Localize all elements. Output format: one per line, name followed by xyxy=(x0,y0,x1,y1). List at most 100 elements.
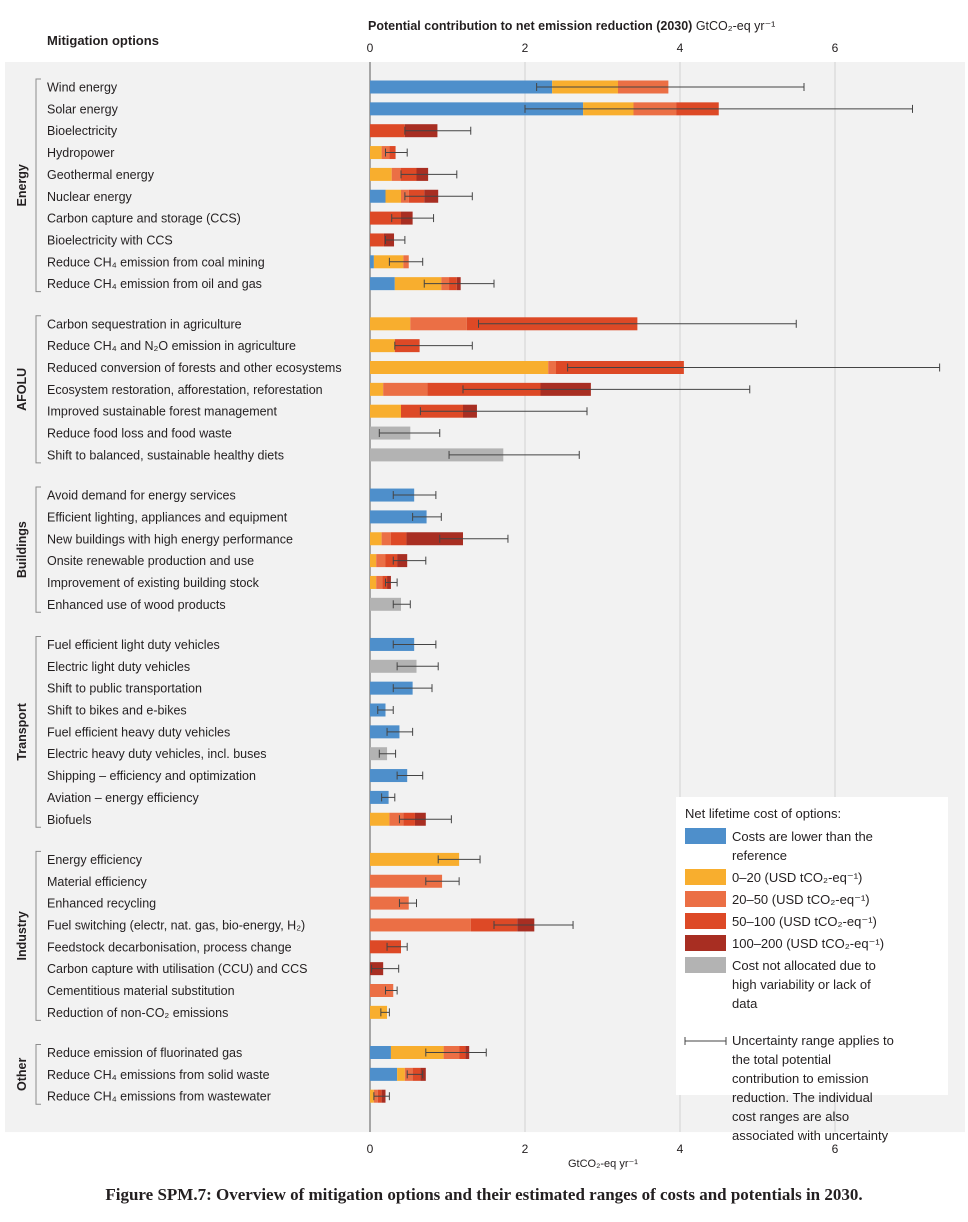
option-label: Hydropower xyxy=(47,146,114,160)
option-label: Reduce CH₄ emission from coal mining xyxy=(47,255,265,269)
sector-bracket xyxy=(35,635,41,828)
bar-segment-c20 xyxy=(390,1046,444,1059)
sector-label: Buildings xyxy=(15,521,29,578)
option-label: Biofuels xyxy=(47,813,91,827)
sector-bracket xyxy=(35,78,41,293)
option-label: Reduce CH₄ and N₂O emission in agricultu… xyxy=(47,339,296,353)
bar-segment-c20 xyxy=(370,532,382,546)
option-label: Efficient lighting, appliances and equip… xyxy=(47,510,288,524)
bar-segment-c20 xyxy=(385,189,401,203)
option-label: Reduce CH₄ emission from oil and gas xyxy=(47,277,262,291)
bar-segment-c50 xyxy=(381,532,391,546)
bar-segment-neg xyxy=(370,277,395,291)
option-label: Fuel efficient light duty vehicles xyxy=(47,638,220,652)
bar-segment-na xyxy=(370,448,504,462)
bar-segment-c100 xyxy=(370,233,384,247)
bar-segment-neg xyxy=(370,80,553,94)
option-label: Wind energy xyxy=(47,81,118,95)
sector-bracket xyxy=(35,486,41,613)
x-tick-label-bottom: 2 xyxy=(522,1142,529,1156)
legend-label-c200: 100–200 (USD tCO₂-eq⁻¹) xyxy=(732,936,884,951)
x-tick-label-top: 4 xyxy=(677,41,684,55)
option-label: Material efficiency xyxy=(47,875,148,889)
option-label: Electric heavy duty vehicles, incl. buse… xyxy=(47,747,267,761)
bar-segment-c50 xyxy=(548,361,556,374)
bar-segment-neg xyxy=(370,102,584,116)
option-label: Shift to balanced, sustainable healthy d… xyxy=(47,448,284,462)
option-label: Avoid demand for energy services xyxy=(47,489,236,503)
bar-segment-c20 xyxy=(370,812,390,826)
sector-label: Industry xyxy=(15,911,29,960)
bar-segment-c50 xyxy=(376,575,383,589)
option-label: Shift to bikes and e-bikes xyxy=(47,704,187,718)
option-label: Nuclear energy xyxy=(47,190,133,204)
bar-segment-c50 xyxy=(383,382,428,396)
bar-segment-c20 xyxy=(370,1005,388,1019)
bar-segment-c20 xyxy=(370,146,382,160)
option-label: Reduced conversion of forests and other … xyxy=(47,361,342,375)
x-tick-label-bottom: 6 xyxy=(832,1142,839,1156)
x-tick-label-top: 6 xyxy=(832,41,839,55)
x-axis-label-bottom: GtCO₂-eq yr⁻¹ xyxy=(568,1158,638,1170)
x-tick-label-bottom: 0 xyxy=(367,1142,374,1156)
bar-segment-na xyxy=(370,659,417,673)
bar-segment-c100 xyxy=(390,532,407,546)
mitigation-options-chart: Mitigation options Potential contribution… xyxy=(5,19,965,1170)
bar-segment-neg xyxy=(370,1067,398,1081)
bar-segment-c20 xyxy=(370,852,460,866)
legend-swatch-c50 xyxy=(685,891,726,907)
legend-swatch-na xyxy=(685,957,726,973)
bar-segment-c50 xyxy=(391,167,401,181)
option-label: Aviation – energy efficiency xyxy=(47,791,199,805)
bar-segment-c20 xyxy=(370,382,384,396)
option-label: Enhanced recycling xyxy=(47,897,156,911)
option-label: Reduce CH₄ emissions from wastewater xyxy=(47,1090,271,1104)
legend-label-c100: 50–100 (USD tCO₂-eq⁻¹) xyxy=(732,914,877,929)
option-label: Bioelectricity with CCS xyxy=(47,233,173,247)
option-label: Carbon sequestration in agriculture xyxy=(47,317,242,331)
option-label: Enhanced use of wood products xyxy=(47,598,226,612)
sector-bracket xyxy=(35,850,41,1021)
option-label: Shift to public transportation xyxy=(47,682,202,696)
option-label: Geothermal energy xyxy=(47,168,155,182)
option-label: Reduce food loss and food waste xyxy=(47,427,232,441)
x-tick-label-top: 0 xyxy=(367,41,374,55)
option-label: Feedstock decarbonisation, process chang… xyxy=(47,940,292,954)
sector-label: Transport xyxy=(15,702,29,760)
bar-segment-neg xyxy=(370,769,408,783)
option-label: New buildings with high energy performan… xyxy=(47,532,293,546)
option-label: Shipping – efficiency and optimization xyxy=(47,769,256,783)
option-label: Carbon capture with utilisation (CCU) an… xyxy=(47,962,308,976)
bar-segment-c50 xyxy=(410,317,467,331)
bar-segment-neg xyxy=(370,725,400,739)
sector-label: Other xyxy=(15,1058,29,1091)
option-label: Reduction of non-CO₂ emissions xyxy=(47,1006,228,1020)
x-tick-label-top: 2 xyxy=(522,41,529,55)
sector-label: AFOLU xyxy=(15,368,29,411)
x-tick-label-bottom: 4 xyxy=(677,1142,684,1156)
option-label: Carbon capture and storage (CCS) xyxy=(47,212,241,226)
bar-segment-c20 xyxy=(370,404,401,418)
legend-label-neg: Costs are lower than the reference xyxy=(732,829,873,863)
bar-segment-neg xyxy=(370,488,415,502)
option-label: Improved sustainable forest management xyxy=(47,405,278,419)
option-label: Bioelectricity xyxy=(47,124,118,138)
option-label: Solar energy xyxy=(47,102,119,116)
option-label: Electric light duty vehicles xyxy=(47,660,190,674)
legend-uncertainty-text: Uncertainty range applies to the total po… xyxy=(732,1033,894,1143)
bar-segment-c100 xyxy=(370,124,405,138)
bar-segment-c100 xyxy=(370,211,401,225)
option-label: Improvement of existing building stock xyxy=(47,576,260,590)
bar-segment-c20 xyxy=(394,277,442,291)
legend-swatch-neg xyxy=(685,828,726,844)
bar-segment-c20 xyxy=(370,167,392,181)
bar-segment-neg xyxy=(370,255,374,269)
sector-bracket xyxy=(35,1044,41,1105)
bar-segment-c50 xyxy=(370,874,443,888)
legend-label-na: Cost not allocated due to high variabilit… xyxy=(732,958,876,1011)
option-label: Fuel switching (electr, nat. gas, bio-en… xyxy=(47,918,305,932)
bar-segment-c50 xyxy=(370,984,394,997)
option-label: Energy efficiency xyxy=(47,853,143,867)
bar-segment-c100 xyxy=(382,575,388,589)
bar-segment-na xyxy=(370,747,388,761)
